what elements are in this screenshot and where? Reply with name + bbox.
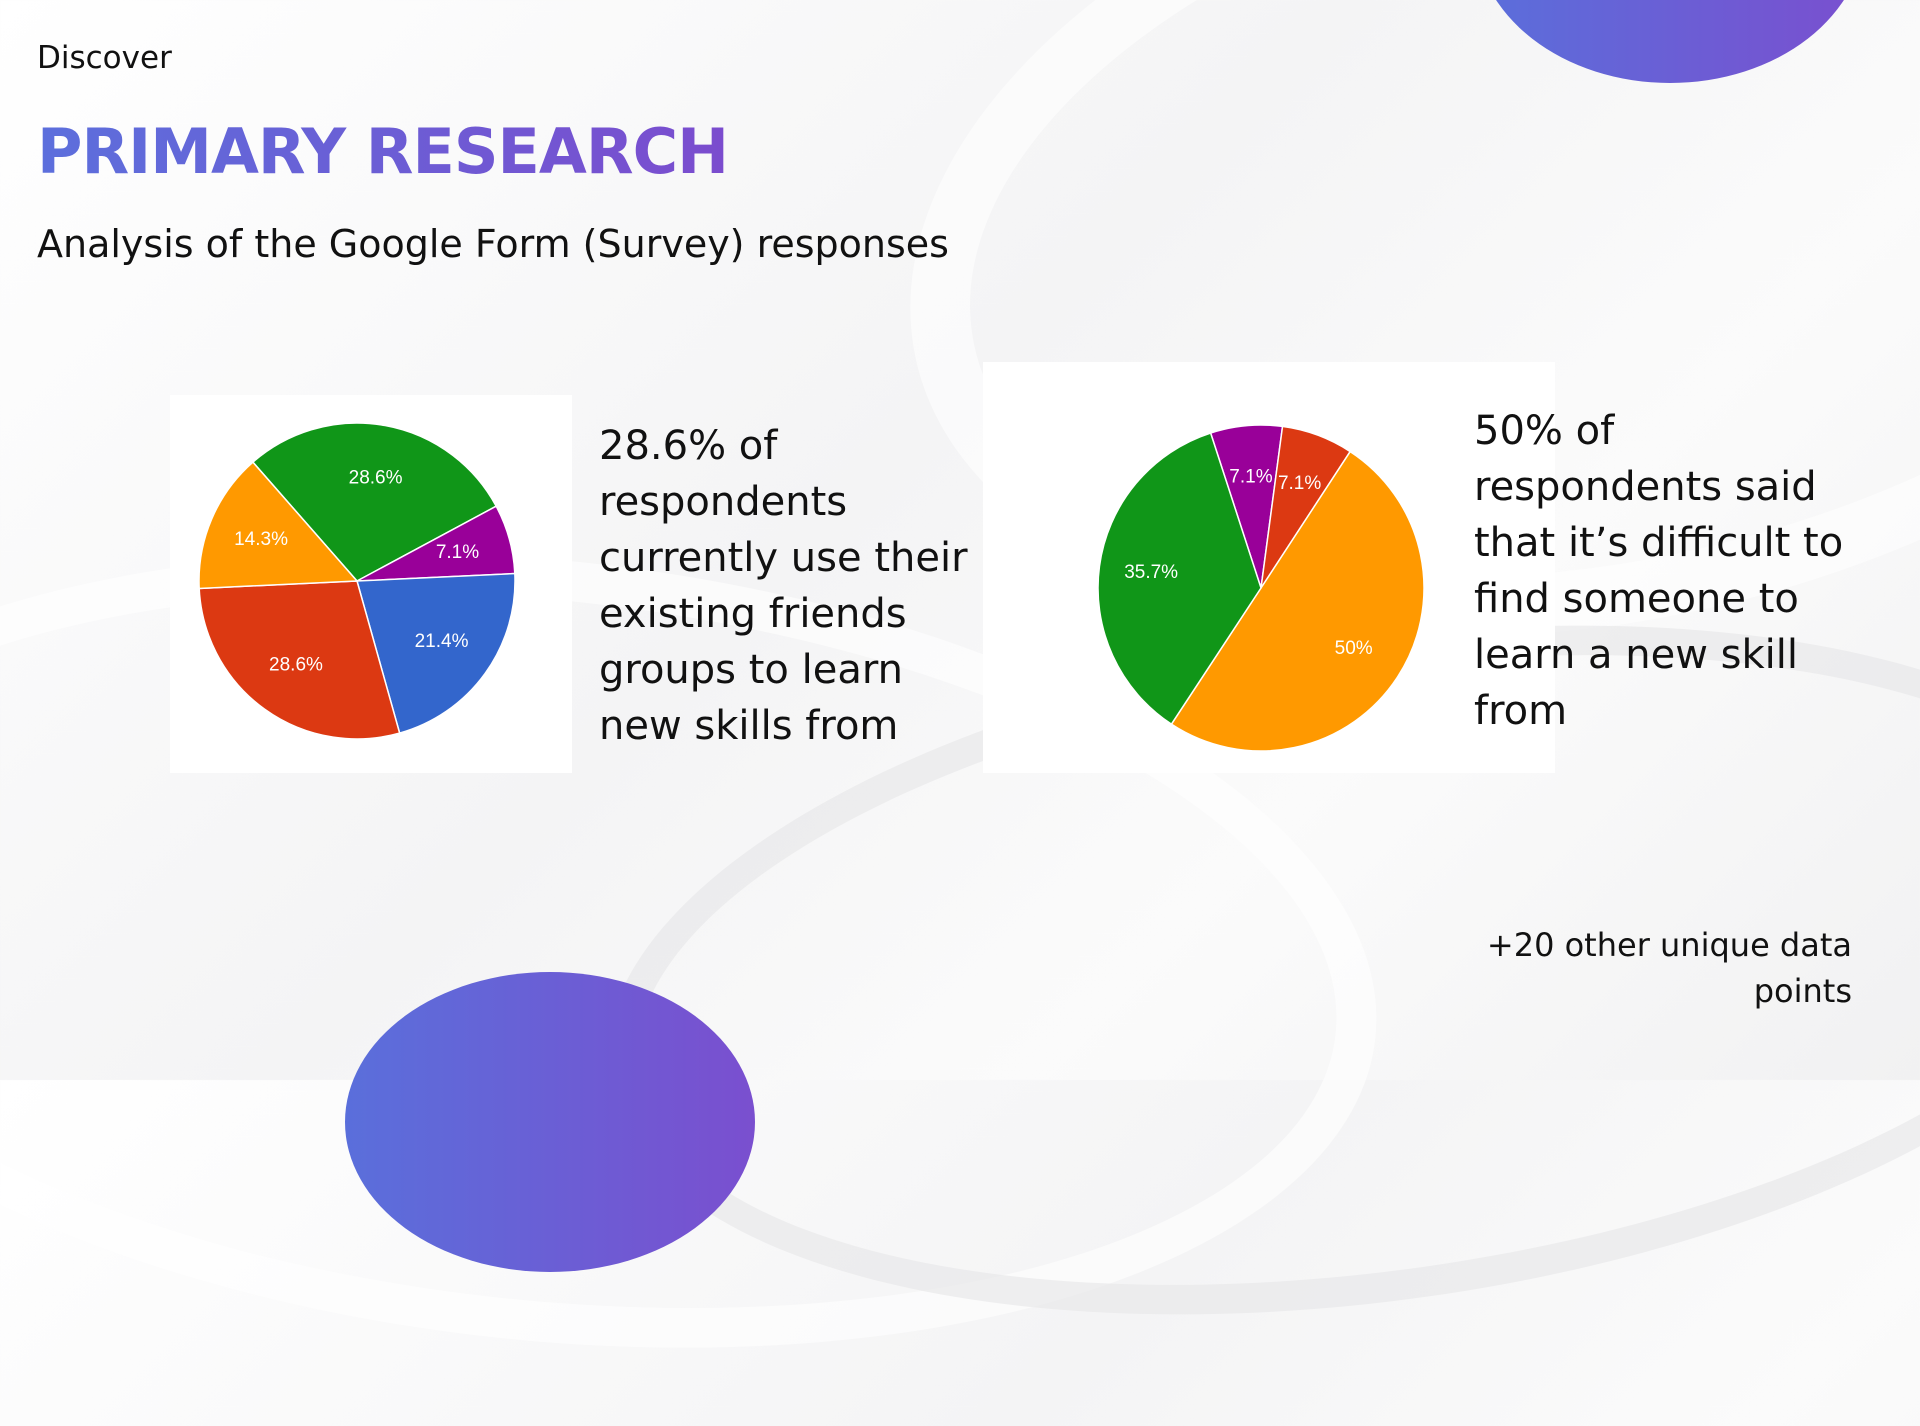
pie-slice-label: 7.1%	[1229, 467, 1272, 488]
pie-slice	[198, 580, 401, 740]
pie-slice	[251, 422, 498, 582]
pie-slice	[1097, 432, 1262, 726]
pie-slice-label: 50%	[1335, 638, 1373, 659]
pie-slice	[356, 572, 516, 735]
pie-chart-card-left: 28.6% 7.1% 21.4% 28.6% 14.3%	[170, 395, 572, 773]
pie-slice-label: 35.7%	[1124, 562, 1178, 583]
pie-chart-left: 28.6% 7.1% 21.4% 28.6% 14.3%	[198, 422, 516, 740]
page-title: PRIMARY RESEARCH	[37, 115, 729, 188]
pie-slice-label: 7.1%	[1278, 473, 1321, 494]
pie-slice-label: 14.3%	[234, 529, 288, 550]
pie-slice-label: 28.6%	[349, 467, 403, 488]
pie-slice-label: 7.1%	[436, 542, 479, 563]
pie-slice-label: 28.6%	[269, 655, 323, 676]
decorative-blob-top	[1475, 0, 1865, 83]
footer-note: +20 other unique data points	[1486, 926, 1852, 1010]
pie-slice	[1170, 450, 1425, 752]
page-subtitle: Analysis of the Google Form (Survey) res…	[37, 222, 949, 266]
pie-chart-card-right: 7.1% 7.1% 50% 35.7%	[983, 362, 1555, 773]
caption-left: 28.6% of respondents currently use their…	[599, 423, 968, 749]
pie-slice-label: 21.4%	[415, 631, 469, 652]
pie-chart-right: 7.1% 7.1% 50% 35.7%	[1097, 424, 1425, 752]
pie-slice	[198, 461, 359, 590]
section-label: Discover	[37, 40, 172, 76]
decorative-blob-bottom	[345, 972, 755, 1272]
caption-right: 50% of respondents said that it’s diffic…	[1474, 408, 1844, 734]
